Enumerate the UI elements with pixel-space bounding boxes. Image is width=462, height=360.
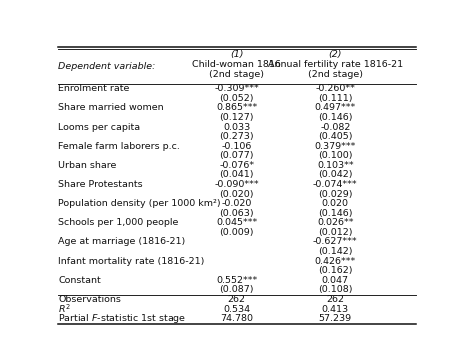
Text: Enrolment rate: Enrolment rate [59,84,130,93]
Text: (0.009): (0.009) [219,228,254,237]
Text: -0.627***: -0.627*** [313,238,358,247]
Text: 0.033: 0.033 [223,122,250,131]
Text: -0.309***: -0.309*** [214,84,259,93]
Text: 0.103**: 0.103** [317,161,353,170]
Text: (0.100): (0.100) [318,151,353,160]
Text: (0.042): (0.042) [318,170,353,179]
Text: (0.087): (0.087) [219,285,254,294]
Text: Share married women: Share married women [59,103,164,112]
Text: Urban share: Urban share [59,161,117,170]
Text: -0.082: -0.082 [320,122,350,131]
Text: -0.260**: -0.260** [315,84,355,93]
Text: 0.534: 0.534 [223,305,250,314]
Text: Infant mortality rate (1816-21): Infant mortality rate (1816-21) [59,257,205,266]
Text: Population density (per 1000 km²): Population density (per 1000 km²) [59,199,221,208]
Text: 0.865***: 0.865*** [216,103,257,112]
Text: $R^2$: $R^2$ [59,303,71,315]
Text: 0.379***: 0.379*** [315,142,356,151]
Text: Share Protestants: Share Protestants [59,180,143,189]
Text: 262: 262 [228,295,246,304]
Text: Child-woman 1816: Child-woman 1816 [192,60,281,69]
Text: (2nd stage): (2nd stage) [209,69,264,78]
Text: (0.162): (0.162) [318,266,353,275]
Text: 0.413: 0.413 [322,305,349,314]
Text: (0.146): (0.146) [318,113,353,122]
Text: Looms per capita: Looms per capita [59,122,140,131]
Text: Annual fertility rate 1816-21: Annual fertility rate 1816-21 [267,60,403,69]
Text: (0.142): (0.142) [318,247,353,256]
Text: (0.111): (0.111) [318,94,353,103]
Text: 262: 262 [326,295,344,304]
Text: Age at marriage (1816-21): Age at marriage (1816-21) [59,238,186,247]
Text: (0.020): (0.020) [219,190,254,199]
Text: -0.074***: -0.074*** [313,180,358,189]
Text: Female farm laborers p.c.: Female farm laborers p.c. [59,142,180,151]
Text: (0.127): (0.127) [219,113,254,122]
Text: (0.063): (0.063) [219,209,254,218]
Text: (0.077): (0.077) [219,151,254,160]
Text: 0.020: 0.020 [322,199,349,208]
Text: (0.108): (0.108) [318,285,353,294]
Text: 0.026**: 0.026** [317,218,353,227]
Text: 0.552***: 0.552*** [216,276,257,285]
Text: Dependent variable:: Dependent variable: [59,62,156,71]
Text: (2nd stage): (2nd stage) [308,69,363,78]
Text: Constant: Constant [59,276,101,285]
Text: 57.239: 57.239 [319,314,352,323]
Text: 74.780: 74.780 [220,314,253,323]
Text: 0.426***: 0.426*** [315,257,356,266]
Text: (1): (1) [230,50,243,59]
Text: (2): (2) [328,50,342,59]
Text: Partial $F$-statistic 1st stage: Partial $F$-statistic 1st stage [59,312,187,325]
Text: Observations: Observations [59,295,122,304]
Text: -0.076*: -0.076* [219,161,255,170]
Text: (0.405): (0.405) [318,132,353,141]
Text: -0.020: -0.020 [222,199,252,208]
Text: (0.273): (0.273) [219,132,254,141]
Text: 0.047: 0.047 [322,276,349,285]
Text: -0.090***: -0.090*** [214,180,259,189]
Text: (0.041): (0.041) [219,170,254,179]
Text: (0.029): (0.029) [318,190,353,199]
Text: (0.146): (0.146) [318,209,353,218]
Text: 0.045***: 0.045*** [216,218,257,227]
Text: -0.106: -0.106 [222,142,252,151]
Text: 0.497***: 0.497*** [315,103,356,112]
Text: Schools per 1,000 people: Schools per 1,000 people [59,218,179,227]
Text: (0.012): (0.012) [318,228,353,237]
Text: (0.052): (0.052) [219,94,254,103]
